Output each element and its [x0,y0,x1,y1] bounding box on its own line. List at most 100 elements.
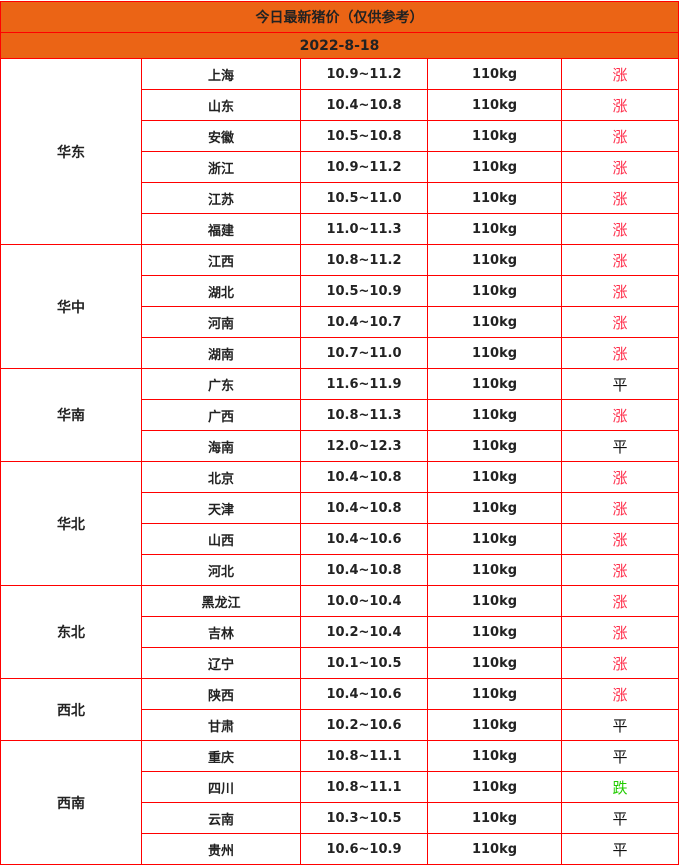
weight-cell: 110kg [427,430,562,462]
table-row: 吉林 10.2~10.4 110kg 涨 [1,616,679,648]
trend-cell: 涨 [560,89,679,121]
table-row: 湖南 10.7~11.0 110kg 涨 [1,337,679,369]
weight-cell: 110kg [427,58,562,90]
trend-cell: 跌 [560,771,679,803]
weight-cell: 110kg [427,120,562,152]
province-cell: 湖北 [141,275,301,307]
province-cell: 黑龙江 [141,585,301,617]
weight-cell: 110kg [427,709,562,741]
weight-cell: 110kg [427,213,562,245]
table-row: 安徽 10.5~10.8 110kg 涨 [1,120,679,152]
table-row: 福建 11.0~11.3 110kg 涨 [1,213,679,245]
weight-cell: 110kg [427,461,562,493]
province-cell: 北京 [141,461,301,493]
trend-cell: 涨 [560,120,679,152]
table-row: 河北 10.4~10.8 110kg 涨 [1,554,679,586]
province-cell: 天津 [141,492,301,524]
table-title: 今日最新猪价（仅供参考） [0,1,679,33]
table-row: 湖北 10.5~10.9 110kg 涨 [1,275,679,307]
province-cell: 福建 [141,213,301,245]
weight-cell: 110kg [427,678,562,710]
trend-cell: 涨 [560,275,679,307]
price-cell: 10.5~11.0 [300,182,428,214]
table-row: 华北 北京 10.4~10.8 110kg 涨 [0,461,679,586]
trend-cell: 平 [560,368,679,400]
price-cell: 10.4~10.8 [300,89,428,121]
province-cell: 吉林 [141,616,301,648]
table-row: 贵州 10.6~10.9 110kg 平 [1,833,679,865]
trend-cell: 涨 [560,182,679,214]
table-row: 山西 10.4~10.6 110kg 涨 [1,523,679,555]
trend-cell: 涨 [560,523,679,555]
province-cell: 山东 [141,89,301,121]
weight-cell: 110kg [427,337,562,369]
province-cell: 甘肃 [141,709,301,741]
weight-cell: 110kg [427,833,562,865]
trend-cell: 涨 [560,554,679,586]
weight-cell: 110kg [427,151,562,183]
province-cell: 海南 [141,430,301,462]
table-row: 河南 10.4~10.7 110kg 涨 [1,306,679,338]
weight-cell: 110kg [427,585,562,617]
province-cell: 山西 [141,523,301,555]
trend-cell: 平 [560,802,679,834]
weight-cell: 110kg [427,368,562,400]
region-cell: 华北 [0,461,142,586]
price-cell: 10.5~10.8 [300,120,428,152]
trend-cell: 涨 [560,306,679,338]
price-cell: 10.9~11.2 [300,58,428,90]
trend-cell: 平 [560,709,679,741]
province-cell: 广东 [141,368,301,400]
weight-cell: 110kg [427,771,562,803]
trend-cell: 涨 [560,492,679,524]
price-cell: 10.8~11.1 [300,740,428,772]
trend-cell: 涨 [560,244,679,276]
price-cell: 10.7~11.0 [300,337,428,369]
weight-cell: 110kg [427,523,562,555]
province-cell: 广西 [141,399,301,431]
province-cell: 湖南 [141,337,301,369]
weight-cell: 110kg [427,244,562,276]
price-cell: 10.4~10.7 [300,306,428,338]
price-cell: 10.8~11.1 [300,771,428,803]
table-row: 甘肃 10.2~10.6 110kg 平 [1,709,679,741]
weight-cell: 110kg [427,492,562,524]
table-row: 华南 广东 11.6~11.9 110kg 平 [0,368,679,462]
trend-cell: 平 [560,430,679,462]
price-cell: 12.0~12.3 [300,430,428,462]
trend-cell: 平 [560,740,679,772]
price-cell: 10.4~10.8 [300,461,428,493]
region-cell: 华东 [0,58,142,245]
table-row: 华中 江西 10.8~11.2 110kg 涨 [0,244,679,369]
price-cell: 10.9~11.2 [300,151,428,183]
trend-cell: 涨 [560,461,679,493]
table-row: 东北 黑龙江 10.0~10.4 110kg 涨 [0,585,679,679]
weight-cell: 110kg [427,740,562,772]
price-cell: 10.0~10.4 [300,585,428,617]
price-cell: 10.4~10.8 [300,492,428,524]
table-row: 天津 10.4~10.8 110kg 涨 [1,492,679,524]
trend-cell: 涨 [560,678,679,710]
province-cell: 河北 [141,554,301,586]
weight-cell: 110kg [427,802,562,834]
province-cell: 河南 [141,306,301,338]
price-cell: 10.6~10.9 [300,833,428,865]
region-cell: 华南 [0,368,142,462]
price-cell: 10.1~10.5 [300,647,428,679]
trend-cell: 涨 [560,585,679,617]
weight-cell: 110kg [427,275,562,307]
province-cell: 贵州 [141,833,301,865]
trend-cell: 涨 [560,151,679,183]
price-cell: 10.8~11.3 [300,399,428,431]
region-cell: 东北 [0,585,142,679]
trend-cell: 平 [560,833,679,865]
province-cell: 江西 [141,244,301,276]
weight-cell: 110kg [427,616,562,648]
weight-cell: 110kg [427,182,562,214]
province-cell: 安徽 [141,120,301,152]
price-cell: 10.3~10.5 [300,802,428,834]
trend-cell: 涨 [560,337,679,369]
province-cell: 辽宁 [141,647,301,679]
region-cell: 西南 [0,740,142,865]
